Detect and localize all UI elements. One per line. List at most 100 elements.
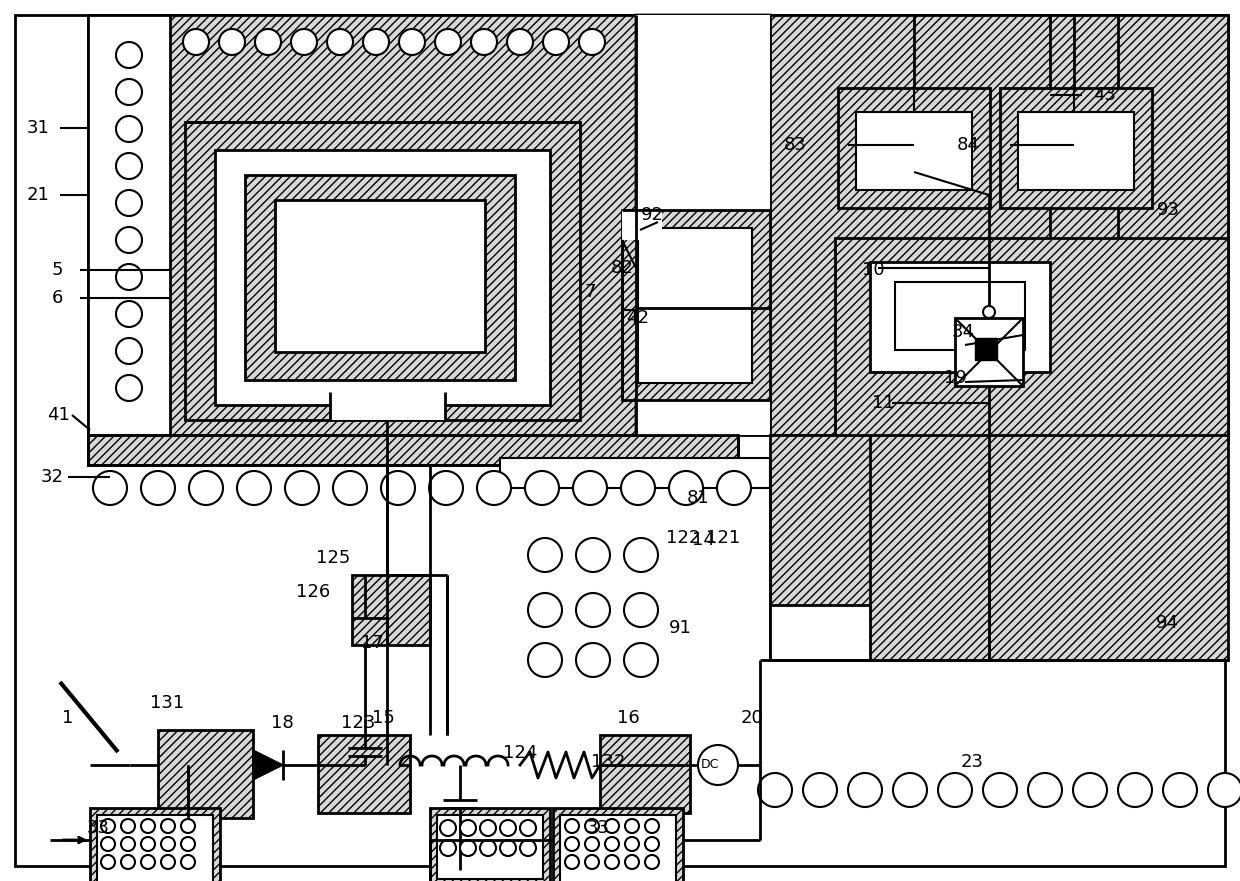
Circle shape [605,819,619,833]
Text: 83: 83 [784,136,806,154]
Circle shape [122,819,135,833]
Circle shape [804,773,837,807]
Circle shape [100,819,115,833]
Circle shape [435,29,461,55]
Text: 31: 31 [26,119,50,137]
Circle shape [937,773,972,807]
Bar [91,808,219,881]
Bar [317,735,410,813]
Circle shape [565,819,579,833]
Circle shape [117,190,143,216]
Text: 93: 93 [1157,201,1179,219]
Circle shape [983,773,1017,807]
Circle shape [161,855,175,869]
Circle shape [758,773,792,807]
Bar [553,808,683,881]
Circle shape [480,820,496,836]
Circle shape [983,306,994,318]
Circle shape [334,471,367,505]
Circle shape [460,840,476,856]
Text: 92: 92 [641,206,663,224]
Circle shape [625,837,639,851]
Circle shape [117,264,143,290]
Bar [636,15,770,435]
Text: 11: 11 [872,394,894,412]
Circle shape [399,29,425,55]
Bar [770,435,1228,660]
Circle shape [285,471,319,505]
Bar [88,435,738,465]
Bar [88,15,170,435]
Text: 131: 131 [150,694,184,712]
Circle shape [624,538,658,572]
Text: 33: 33 [587,819,610,837]
Circle shape [440,840,456,856]
Polygon shape [636,15,770,435]
Circle shape [585,855,599,869]
Text: 16: 16 [616,709,640,727]
Text: 123: 123 [341,714,376,732]
Circle shape [181,819,195,833]
Bar [275,200,485,352]
Circle shape [625,855,639,869]
Text: 23: 23 [961,753,983,771]
Text: 126: 126 [296,583,330,601]
Circle shape [141,837,155,851]
Circle shape [181,855,195,869]
Circle shape [605,855,619,869]
Circle shape [363,29,389,55]
Circle shape [698,745,738,785]
Circle shape [528,593,562,627]
Bar [157,730,253,818]
Circle shape [255,29,281,55]
Circle shape [161,837,175,851]
Bar [97,815,213,881]
Text: 20: 20 [740,709,764,727]
Circle shape [520,820,536,836]
Bar [352,575,430,645]
Circle shape [141,819,155,833]
Circle shape [585,837,599,851]
Circle shape [117,301,143,327]
Bar [430,808,551,881]
Bar [636,15,1228,435]
Bar [246,175,515,380]
Circle shape [500,840,516,856]
Circle shape [117,116,143,142]
Text: 82: 82 [610,259,634,277]
Circle shape [100,837,115,851]
Polygon shape [253,750,283,780]
Text: 124: 124 [502,744,537,762]
Circle shape [117,153,143,179]
Circle shape [188,471,223,505]
Circle shape [161,819,175,833]
Text: 43: 43 [1094,86,1116,104]
Text: 34: 34 [951,323,975,341]
Bar [770,15,1228,435]
Bar [838,88,990,208]
Bar [500,458,770,488]
Circle shape [1073,773,1107,807]
Circle shape [624,643,658,677]
Circle shape [471,29,497,55]
Bar [622,210,770,400]
Circle shape [237,471,272,505]
Circle shape [117,375,143,401]
Circle shape [543,29,569,55]
Circle shape [573,471,608,505]
Polygon shape [636,15,770,435]
Circle shape [141,855,155,869]
Bar [622,210,662,240]
Bar [975,338,997,360]
Text: 125: 125 [316,549,350,567]
Text: 19: 19 [944,369,966,387]
Circle shape [621,471,655,505]
Circle shape [645,855,658,869]
Bar [88,435,738,465]
Circle shape [381,471,415,505]
Circle shape [565,855,579,869]
Bar [436,815,543,879]
Text: DC: DC [701,759,719,772]
Circle shape [645,837,658,851]
Circle shape [184,29,210,55]
